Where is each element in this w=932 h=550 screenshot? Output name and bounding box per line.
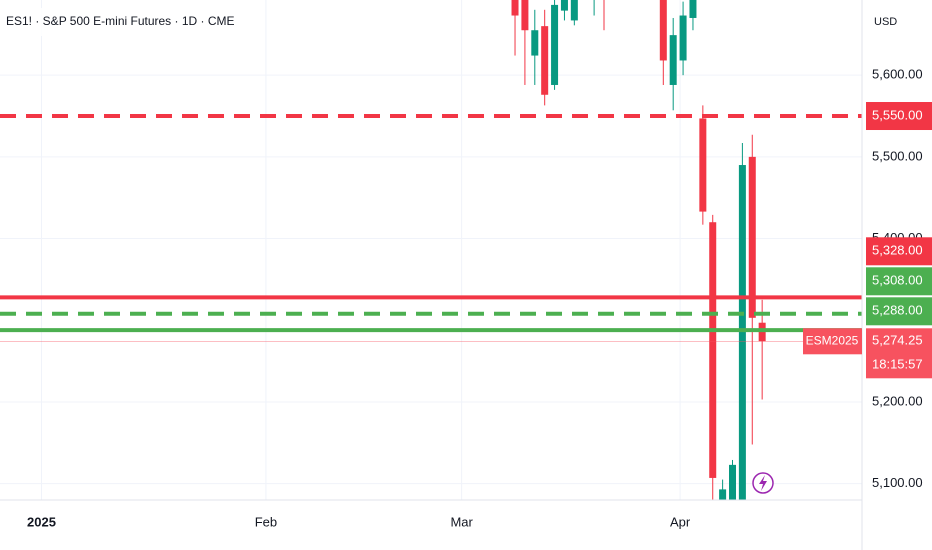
y-tick-label: 5,200.00 [872,393,923,408]
candle-body [748,156,756,318]
x-tick-label: 2025 [27,514,56,529]
symbol-tag: ESM2025 [806,333,859,347]
candle-body [719,489,727,500]
plot [0,0,862,500]
lightning-icon[interactable] [752,472,774,494]
last-price-label-bg [866,328,932,379]
countdown-label: 18:15:57 [872,357,923,372]
candle-body [570,0,578,21]
last-price-label: 5,274.25 [872,333,923,348]
level-label-bg [866,102,932,131]
title-bg [0,8,205,36]
x-tick-label: Apr [670,514,691,529]
candle-body [699,118,707,212]
y-tick-label: 5,100.00 [872,475,923,490]
symbol-tag-bg [803,328,862,355]
level-label-bg [866,297,932,326]
y-tick-label: 5,600.00 [872,67,923,82]
level-label: 5,308.00 [872,273,923,288]
candle-body [738,165,746,500]
level-label: 5,550.00 [872,107,923,122]
y-tick-label: 5,500.00 [872,148,923,163]
x-tick-label: Mar [450,514,473,529]
axes: 5,100.005,200.005,400.005,500.005,600.00… [27,67,932,529]
candle-body [709,222,717,478]
candle-body [659,0,667,61]
chart-title: ES1! · S&P 500 E-mini Futures · 1D · CME [6,14,235,28]
candle-body [541,26,549,95]
candle-body [511,0,519,16]
candle-body [521,0,529,31]
candle-body [669,35,677,85]
level-label-bg [866,267,932,296]
candle-body [560,0,568,11]
level-label-bg [866,237,932,266]
candle-body [689,0,697,18]
level-label: 5,288.00 [872,303,923,318]
candle-body [531,30,539,56]
level-label: 5,328.00 [872,243,923,258]
currency: USD [874,16,897,28]
candle-body [551,4,559,85]
candle-body [679,15,687,61]
grid [0,0,862,500]
candle-body [729,464,737,500]
x-tick-label: Feb [255,514,277,529]
